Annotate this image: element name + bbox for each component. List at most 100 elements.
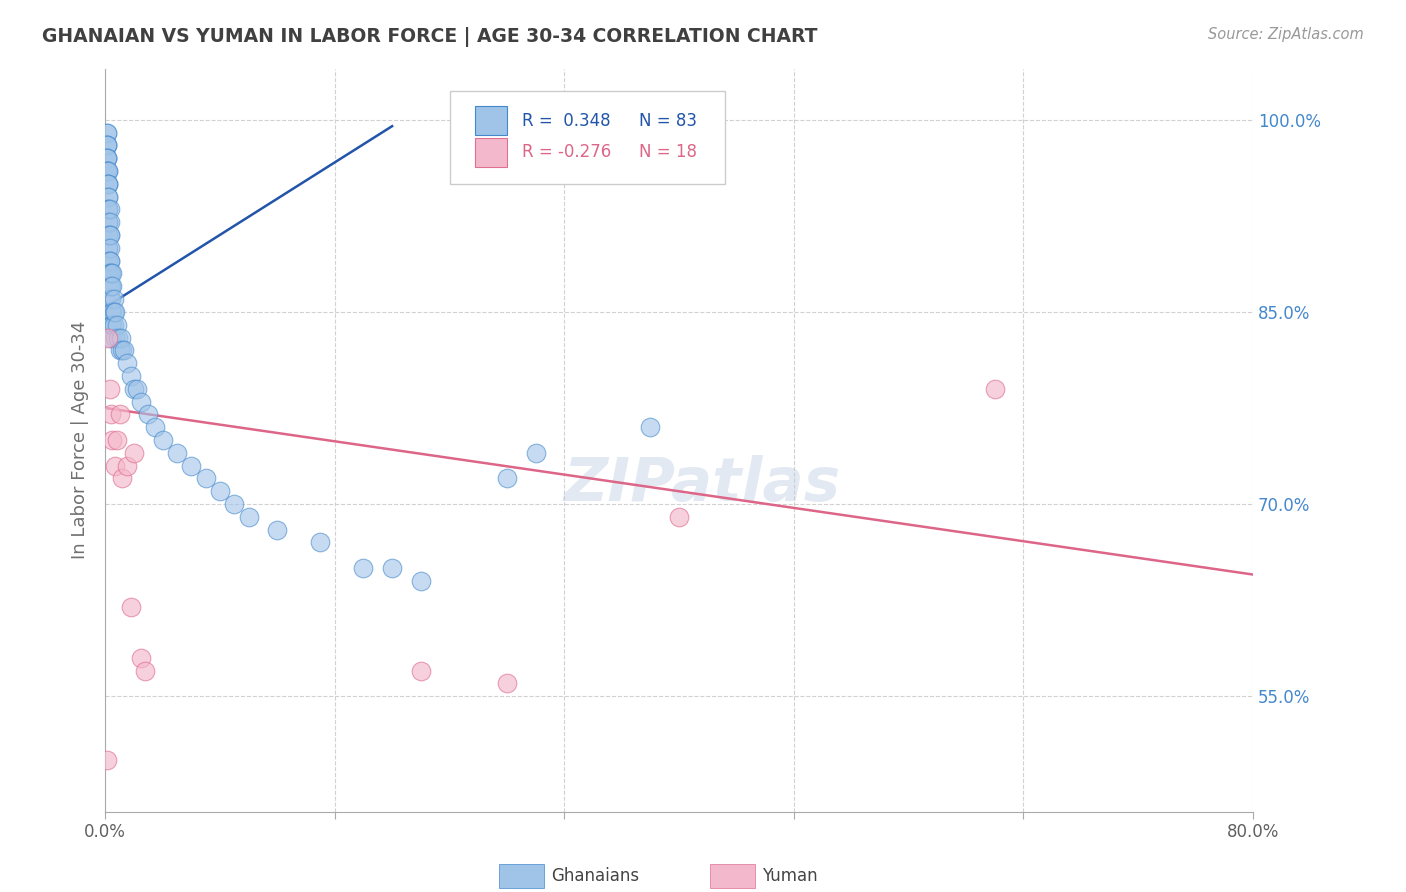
Point — [166, 446, 188, 460]
FancyBboxPatch shape — [475, 137, 508, 168]
Point — [96, 138, 118, 153]
Point — [104, 305, 127, 319]
Text: Yuman: Yuman — [762, 867, 818, 885]
Point — [98, 228, 121, 243]
Point — [136, 408, 159, 422]
Point — [105, 433, 128, 447]
Point — [96, 164, 118, 178]
Point — [96, 138, 118, 153]
Point — [101, 318, 124, 332]
Point — [409, 664, 432, 678]
Point — [983, 382, 1005, 396]
Point — [129, 650, 152, 665]
Point — [238, 509, 260, 524]
Point — [97, 267, 120, 281]
Point — [98, 215, 121, 229]
Point — [100, 279, 122, 293]
Point — [97, 177, 120, 191]
Point — [100, 267, 122, 281]
Point — [97, 215, 120, 229]
Point — [97, 215, 120, 229]
Text: ZIPatlas: ZIPatlas — [564, 455, 841, 514]
Point — [120, 368, 142, 383]
Text: GHANAIAN VS YUMAN IN LABOR FORCE | AGE 30-34 CORRELATION CHART: GHANAIAN VS YUMAN IN LABOR FORCE | AGE 3… — [42, 27, 818, 46]
Point — [100, 305, 122, 319]
Point — [97, 177, 120, 191]
Point — [101, 279, 124, 293]
Point — [352, 561, 374, 575]
Point — [122, 382, 145, 396]
Point — [98, 253, 121, 268]
Point — [97, 177, 120, 191]
Text: N = 18: N = 18 — [638, 144, 697, 161]
Point — [97, 279, 120, 293]
Point — [97, 189, 120, 203]
Point — [96, 753, 118, 767]
Point — [98, 253, 121, 268]
Point — [111, 343, 134, 358]
Point — [97, 202, 120, 217]
Point — [110, 330, 132, 344]
Point — [120, 599, 142, 614]
Point — [97, 253, 120, 268]
FancyBboxPatch shape — [450, 91, 725, 184]
Point — [115, 458, 138, 473]
Point — [96, 126, 118, 140]
Point — [309, 535, 332, 549]
Text: R = -0.276: R = -0.276 — [522, 144, 612, 161]
Point — [98, 228, 121, 243]
Point — [97, 241, 120, 255]
Point — [98, 279, 121, 293]
Point — [97, 164, 120, 178]
Point — [107, 330, 129, 344]
Point — [100, 292, 122, 306]
Point — [96, 151, 118, 165]
Point — [97, 241, 120, 255]
Point — [101, 267, 124, 281]
Point — [496, 471, 519, 485]
Text: R =  0.348: R = 0.348 — [522, 112, 610, 129]
Point — [524, 446, 547, 460]
Point — [640, 420, 662, 434]
Point — [97, 267, 120, 281]
Point — [108, 408, 131, 422]
Point — [112, 343, 135, 358]
Point — [98, 292, 121, 306]
Point — [115, 356, 138, 370]
Point — [104, 458, 127, 473]
Point — [103, 318, 125, 332]
Point — [111, 471, 134, 485]
Point — [97, 164, 120, 178]
Point — [97, 202, 120, 217]
Point — [96, 138, 118, 153]
Y-axis label: In Labor Force | Age 30-34: In Labor Force | Age 30-34 — [72, 321, 89, 559]
Point — [152, 433, 174, 447]
Point — [100, 318, 122, 332]
Point — [96, 126, 118, 140]
Point — [101, 305, 124, 319]
Point — [96, 151, 118, 165]
Point — [98, 202, 121, 217]
Point — [145, 420, 167, 434]
Point — [97, 228, 120, 243]
Point — [266, 523, 288, 537]
Point — [97, 253, 120, 268]
Text: N = 83: N = 83 — [638, 112, 697, 129]
Point — [101, 433, 124, 447]
Point — [409, 574, 432, 588]
Point — [103, 305, 125, 319]
Point — [224, 497, 246, 511]
Point — [108, 343, 131, 358]
Point — [496, 676, 519, 690]
Point — [129, 394, 152, 409]
Point — [125, 382, 148, 396]
Point — [194, 471, 217, 485]
Point — [96, 151, 118, 165]
Point — [97, 189, 120, 203]
Point — [122, 446, 145, 460]
Point — [98, 241, 121, 255]
Point — [134, 664, 156, 678]
Text: Source: ZipAtlas.com: Source: ZipAtlas.com — [1208, 27, 1364, 42]
Point — [208, 484, 231, 499]
Point — [100, 408, 122, 422]
